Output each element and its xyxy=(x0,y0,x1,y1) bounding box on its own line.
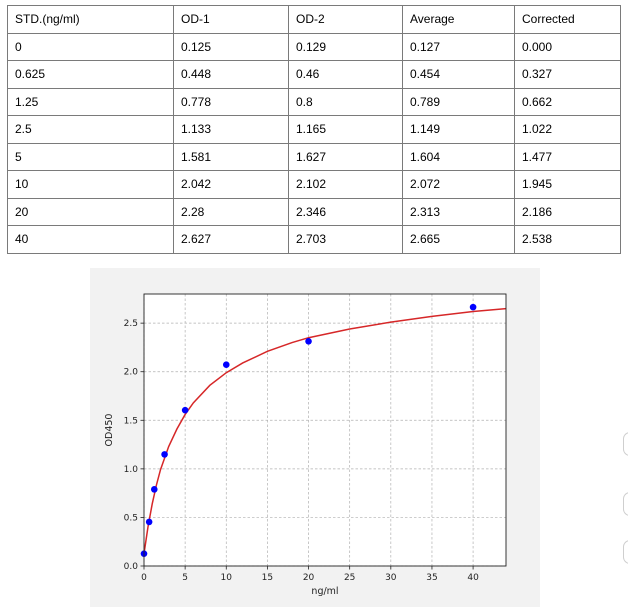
table-cell: 2.703 xyxy=(288,225,403,254)
x-tick-label: 10 xyxy=(221,573,233,583)
table-cell: 0.129 xyxy=(288,32,403,61)
table-cell: 2.627 xyxy=(173,225,289,254)
data-point xyxy=(150,486,158,493)
edge-mark xyxy=(623,492,628,516)
table-header-row: STD.(ng/ml) OD-1 OD-2 Average Corrected xyxy=(7,5,621,34)
y-tick-label: 0.0 xyxy=(124,562,139,572)
table-row: 0.625 0.448 0.46 0.454 0.327 xyxy=(7,60,621,89)
x-tick-label: 30 xyxy=(385,573,397,583)
table-cell: 1.022 xyxy=(514,115,621,144)
table-cell: 0.454 xyxy=(402,60,515,89)
x-axis-title: ng/ml xyxy=(311,586,338,597)
y-tick-label: 2.0 xyxy=(124,368,139,378)
table-cell: 1.604 xyxy=(402,142,515,171)
table-cell: 0.000 xyxy=(514,32,621,61)
table-row: 2.5 1.133 1.165 1.149 1.022 xyxy=(7,115,621,144)
chart-canvas: 0 5 10 15 20 25 30 35 40 0.0 0.5 1.0 1.5 2.0 2.5 ng/ml O… xyxy=(104,293,507,597)
fit-curve xyxy=(143,307,507,554)
x-tick-label: 15 xyxy=(262,573,273,583)
x-tick-label: 35 xyxy=(426,573,437,583)
table-row: 5 1.581 1.627 1.604 1.477 xyxy=(7,142,621,171)
data-point xyxy=(305,338,312,345)
x-tick-label: 5 xyxy=(182,573,188,583)
table-cell: 5 xyxy=(7,142,174,171)
data-point xyxy=(469,303,477,311)
column-header: STD.(ng/ml) xyxy=(7,5,174,34)
table-cell: 1.149 xyxy=(402,115,515,144)
table-cell: 20 xyxy=(7,197,174,226)
edge-mark xyxy=(623,540,628,564)
table-cell: 0 xyxy=(7,32,174,61)
table-cell: 1.627 xyxy=(288,142,403,171)
table-cell: 2.538 xyxy=(514,225,621,254)
column-header: Corrected xyxy=(514,5,621,34)
table-cell: 2.5 xyxy=(7,115,174,144)
table-cell: 0.662 xyxy=(514,87,621,116)
data-point xyxy=(145,518,153,526)
table-cell: 0.46 xyxy=(288,60,403,89)
table-cell: 0.448 xyxy=(173,60,289,89)
x-tick-label: 20 xyxy=(303,573,315,583)
table-cell: 1.945 xyxy=(514,170,621,199)
y-tick-label: 1.5 xyxy=(124,416,138,426)
table-cell: 0.8 xyxy=(288,87,403,116)
table-cell: 2.313 xyxy=(402,197,515,226)
table-cell: 1.133 xyxy=(173,115,289,144)
table-cell: 0.789 xyxy=(402,87,515,116)
table-row: 20 2.28 2.346 2.313 2.186 xyxy=(7,197,621,226)
x-tick-label: 25 xyxy=(344,573,355,583)
plot-frame xyxy=(143,293,507,567)
data-point xyxy=(222,361,230,369)
table-cell: 1.581 xyxy=(173,142,289,171)
y-tick-label: 2.5 xyxy=(124,319,138,329)
column-header: Average xyxy=(402,5,515,34)
standard-curve-table: STD.(ng/ml) OD-1 OD-2 Average Corrected 0 0.12… xyxy=(7,5,621,254)
table-cell: 0.625 xyxy=(7,60,174,89)
table-cell: 2.186 xyxy=(514,197,621,226)
table-cell: 0.778 xyxy=(173,87,289,116)
table-cell: 0.327 xyxy=(514,60,621,89)
table-cell: 2.665 xyxy=(402,225,515,254)
y-tick-label: 0.5 xyxy=(124,513,138,523)
y-axis-title: OD450 xyxy=(104,414,115,447)
table-cell: 2.102 xyxy=(288,170,403,199)
edge-mark xyxy=(623,432,628,456)
y-tick-label: 1.0 xyxy=(124,465,139,475)
table-cell: 1.477 xyxy=(514,142,621,171)
table-cell: 0.127 xyxy=(402,32,515,61)
table-row: 0 0.125 0.129 0.127 0.000 xyxy=(7,32,621,61)
table-row: 10 2.042 2.102 2.072 1.945 xyxy=(7,170,621,199)
table-cell: 0.125 xyxy=(173,32,289,61)
data-point xyxy=(161,451,168,458)
plot-area xyxy=(144,294,506,566)
table-cell: 2.042 xyxy=(173,170,289,199)
x-tick-label: 40 xyxy=(467,573,479,583)
table-row: 1.25 0.778 0.8 0.789 0.662 xyxy=(7,87,621,116)
table-cell: 2.346 xyxy=(288,197,403,226)
data-point xyxy=(181,406,189,414)
column-header: OD-2 xyxy=(288,5,403,34)
table-cell: 40 xyxy=(7,225,174,254)
x-tick-label: 0 xyxy=(141,573,147,583)
table-cell: 10 xyxy=(7,170,174,199)
table-cell: 1.165 xyxy=(288,115,403,144)
table-cell: 2.072 xyxy=(402,170,515,199)
table-cell: 1.25 xyxy=(7,87,174,116)
column-header: OD-1 xyxy=(173,5,289,34)
standard-curve-chart: 0 5 10 15 20 25 30 35 40 0.0 0.5 1.0 1.5 2.0 2.5 ng/ml O… xyxy=(90,268,540,607)
table-row: 40 2.627 2.703 2.665 2.538 xyxy=(7,225,621,254)
table-cell: 2.28 xyxy=(173,197,289,226)
